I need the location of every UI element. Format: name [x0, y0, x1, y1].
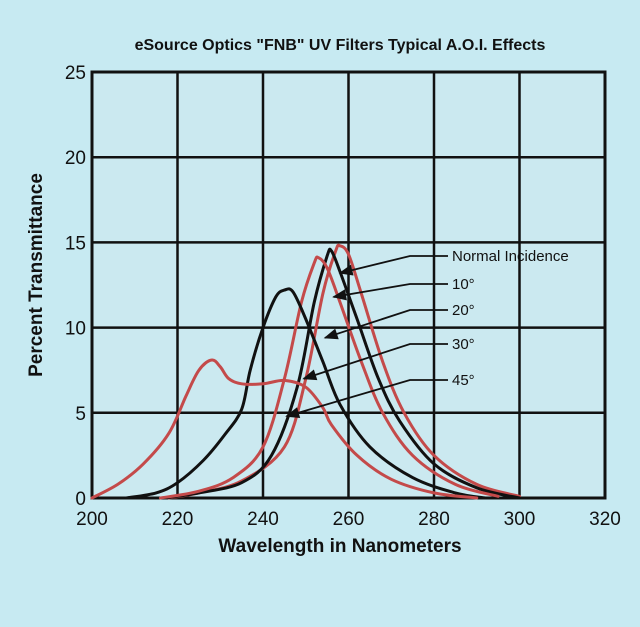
plot-border [90, 70, 607, 500]
series-line-1 [163, 247, 521, 500]
legend-label-0: Normal Incidence [452, 248, 569, 265]
legend-arrow-1 [332, 283, 448, 301]
x-tick-label: 280 [418, 509, 450, 530]
legend-label-2: 20° [452, 302, 475, 319]
legend-arrow-0 [338, 255, 448, 276]
series-line-4 [90, 358, 479, 500]
legend: Normal Incidence 10° 20° 30° 45° [285, 248, 569, 419]
legend-label-4: 45° [452, 372, 475, 389]
legend-label-1: 10° [452, 276, 475, 293]
y-tick-label: 10 [65, 319, 86, 340]
x-tick-label: 200 [76, 509, 108, 530]
series-line-3 [124, 287, 487, 500]
legend-arrow-4 [285, 379, 448, 419]
y-tick-label: 15 [65, 233, 86, 254]
y-tick-label: 20 [65, 148, 86, 169]
tick-labels: 200 220 240 260 280 300 320 0 5 10 15 20 25 [65, 63, 621, 530]
x-tick-label: 220 [162, 509, 194, 530]
legend-arrow-3 [302, 343, 448, 381]
x-tick-label: 320 [589, 509, 621, 530]
series-line-2 [158, 255, 500, 500]
y-tick-label: 25 [65, 63, 86, 84]
y-tick-label: 0 [75, 489, 86, 510]
x-tick-label: 240 [247, 509, 279, 530]
x-axis-label: Wavelength in Nanometers [218, 536, 461, 557]
x-tick-label: 300 [504, 509, 536, 530]
y-tick-label: 5 [75, 404, 86, 425]
legend-arrow-2 [323, 309, 448, 340]
legend-label-3: 30° [452, 336, 475, 353]
y-axis-label: Percent Transmittance [26, 173, 47, 377]
chart-title: eSource Optics "FNB" UV Filters Typical … [135, 37, 546, 54]
series-lines [90, 243, 521, 500]
x-tick-label: 260 [333, 509, 365, 530]
